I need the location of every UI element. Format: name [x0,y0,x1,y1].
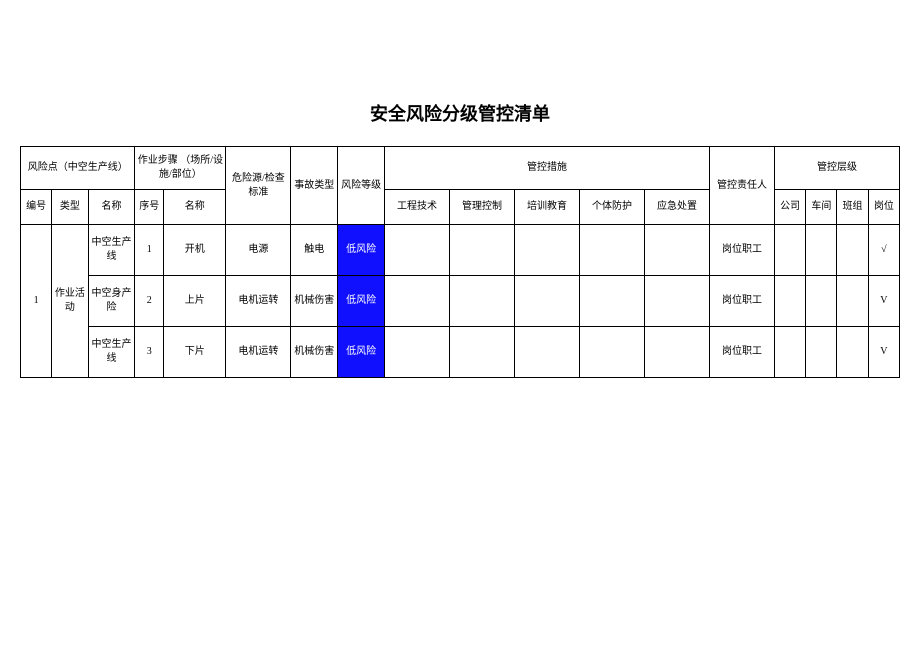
hdr-name: 名称 [88,190,135,225]
cell-hazard: 电机运转 [226,276,291,327]
cell-company [775,276,806,327]
cell-post: V [868,327,899,378]
cell-resp: 岗位职工 [710,225,775,276]
page-title: 安全风险分级管控清单 [20,100,900,126]
cell-step: 上片 [164,276,226,327]
hdr-eng: 工程技术 [385,190,450,225]
cell-seq: 1 [135,225,164,276]
cell-train [515,276,580,327]
cell-team [837,225,868,276]
hdr-team: 班组 [837,190,868,225]
cell-group-type: 作业活动 [52,225,88,378]
cell-emerg [645,225,710,276]
hdr-no: 编号 [21,190,52,225]
hdr-type: 类型 [52,190,88,225]
cell-mgmt [450,225,515,276]
cell-step: 下片 [164,327,226,378]
hdr-risk-point: 风险点（中空生产线） [21,147,135,190]
hdr-train: 培训教育 [515,190,580,225]
cell-accident: 触电 [291,225,338,276]
hdr-post: 岗位 [868,190,899,225]
hdr-company: 公司 [775,190,806,225]
cell-step: 开机 [164,225,226,276]
hdr-emerg: 应急处置 [645,190,710,225]
cell-emerg [645,276,710,327]
cell-workshop [806,225,837,276]
hdr-measures: 管控措施 [385,147,710,190]
hdr-hazard: 危险源/检查标准 [226,147,291,225]
cell-risk-level: 低风险 [338,276,385,327]
hdr-workshop: 车间 [806,190,837,225]
cell-company [775,327,806,378]
cell-eng [385,225,450,276]
cell-post: V [868,276,899,327]
cell-seq: 2 [135,276,164,327]
cell-group-no: 1 [21,225,52,378]
cell-resp: 岗位职工 [710,327,775,378]
cell-accident: 机械伤害 [291,276,338,327]
cell-ppe [580,327,645,378]
cell-name: 中空生产线 [88,327,135,378]
cell-seq: 3 [135,327,164,378]
hdr-ppe: 个体防护 [580,190,645,225]
hdr-accident: 事故类型 [291,147,338,225]
cell-train [515,327,580,378]
cell-workshop [806,327,837,378]
cell-team [837,276,868,327]
cell-mgmt [450,327,515,378]
hdr-risk-level: 风险等级 [338,147,385,225]
cell-workshop [806,276,837,327]
cell-accident: 机械伤害 [291,327,338,378]
cell-ppe [580,276,645,327]
hdr-mgmt: 管理控制 [450,190,515,225]
cell-eng [385,327,450,378]
cell-emerg [645,327,710,378]
cell-ppe [580,225,645,276]
hdr-seq: 序号 [135,190,164,225]
cell-company [775,225,806,276]
hdr-responsible: 管控责任人 [710,147,775,225]
cell-risk-level: 低风险 [338,225,385,276]
cell-risk-level: 低风险 [338,327,385,378]
cell-eng [385,276,450,327]
table-row: 1 作业活动 中空生产线 1 开机 电源 触电 低风险 岗位职工 √ [21,225,900,276]
cell-hazard: 电机运转 [226,327,291,378]
cell-train [515,225,580,276]
hdr-step-name: 名称 [164,190,226,225]
page: 安全风险分级管控清单 风险点（中空生产线） 作业步骤 （场所/设施/部位） 危险… [0,0,920,378]
cell-mgmt [450,276,515,327]
cell-resp: 岗位职工 [710,276,775,327]
table-row: 中空生产线 3 下片 电机运转 机械伤害 低风险 岗位职工 V [21,327,900,378]
cell-name: 中空身产险 [88,276,135,327]
cell-hazard: 电源 [226,225,291,276]
table-row: 中空身产险 2 上片 电机运转 机械伤害 低风险 岗位职工 V [21,276,900,327]
hdr-work-step: 作业步骤 （场所/设施/部位） [135,147,226,190]
risk-table: 风险点（中空生产线） 作业步骤 （场所/设施/部位） 危险源/检查标准 事故类型… [20,146,900,378]
cell-name: 中空生产线 [88,225,135,276]
cell-team [837,327,868,378]
hdr-control-level: 管控层级 [775,147,900,190]
cell-post: √ [868,225,899,276]
